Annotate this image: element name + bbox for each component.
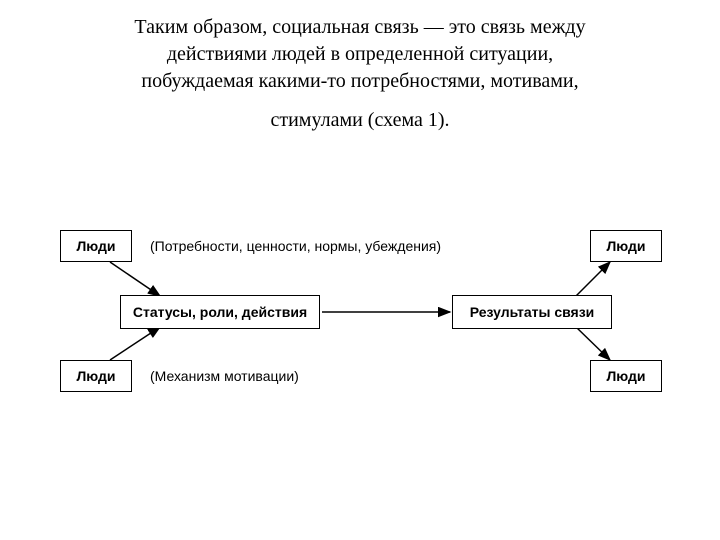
edge-results-people_br <box>576 327 610 360</box>
node-people_br: Люди <box>590 360 662 392</box>
heading-line-3: побуждаемая какими-то потребностями, мот… <box>28 68 692 95</box>
edge-people_bl-statuses <box>110 327 160 360</box>
node-people_tl: Люди <box>60 230 132 262</box>
node-results: Результаты связи <box>452 295 612 329</box>
flowchart-diagram: Люди Люди Статусы, роли, действия Результат… <box>0 220 720 440</box>
node-people_bl: Люди <box>60 360 132 392</box>
node-people_tr: Люди <box>590 230 662 262</box>
edge-people_tl-statuses <box>110 262 160 296</box>
heading-line-4: стимулами (схема 1). <box>28 107 692 134</box>
edge-results-people_tr <box>576 262 610 296</box>
heading-line-1: Таким образом, социальная связь — это св… <box>28 14 692 41</box>
caption-cap_top: (Потребности, ценности, нормы, убеждения… <box>150 238 441 254</box>
heading-text: Таким образом, социальная связь — это св… <box>0 0 720 134</box>
caption-cap_bot: (Механизм мотивации) <box>150 368 299 384</box>
heading-line-2: действиями людей в определенной ситуации… <box>28 41 692 68</box>
node-statuses: Статусы, роли, действия <box>120 295 320 329</box>
